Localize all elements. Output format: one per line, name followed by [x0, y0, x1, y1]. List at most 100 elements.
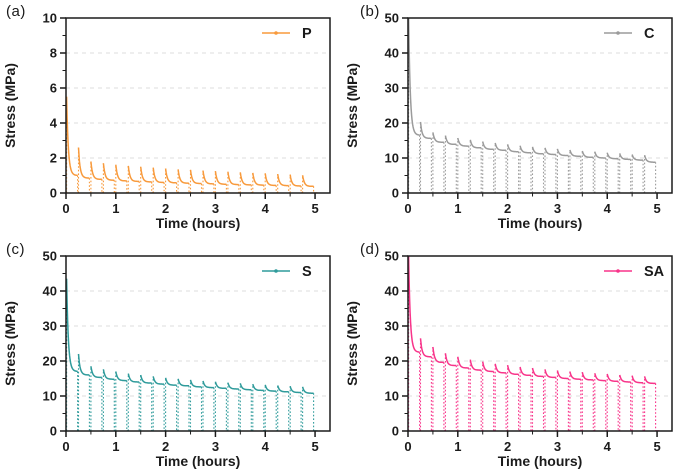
y-tick-label: 10	[43, 389, 57, 404]
x-tick-label: 4	[262, 201, 270, 216]
y-axis-label: Stress (MPa)	[2, 63, 18, 148]
x-tick-label: 0	[404, 201, 411, 216]
x-tick-label: 0	[62, 201, 69, 216]
x-tick-label: 5	[311, 201, 318, 216]
x-tick-label: 3	[554, 201, 561, 216]
series-vertical-segments	[66, 96, 315, 193]
x-tick-label: 5	[311, 439, 318, 454]
y-tick-label: 40	[385, 46, 399, 61]
gridlines	[408, 290, 672, 397]
x-tick-label: 3	[554, 439, 561, 454]
x-axis-label: Time (hours)	[156, 453, 241, 469]
gridlines	[66, 52, 330, 159]
x-tick-label: 5	[653, 201, 660, 216]
panel-c: (c) 0 1 2 3 4 5 0 10 20 30 40 50 Time (hours) Stress …	[0, 238, 342, 476]
y-tick-label: 8	[50, 46, 57, 61]
y-tick-label: 20	[385, 116, 399, 131]
x-tick-label: 3	[212, 201, 219, 216]
plot-frame	[65, 17, 331, 194]
x-axis-label: Time (hours)	[498, 453, 583, 469]
series-relaxation-curve	[408, 256, 660, 431]
legend-label: C	[644, 26, 655, 42]
x-axis-label: Time (hours)	[156, 215, 241, 231]
series-vertical-segments	[408, 256, 657, 431]
legend-marker	[616, 269, 620, 273]
legend-marker	[274, 31, 278, 35]
chart-a: 0 1 2 3 4 5 0 2 4 6 8 10 Time (hours) Stress (MPa) P	[2, 11, 331, 231]
series-S	[66, 278, 318, 431]
x-tick-label: 2	[162, 439, 169, 454]
y-tick-label: 40	[43, 284, 57, 299]
y-tick-label: 20	[385, 354, 399, 369]
legend-label: SA	[644, 264, 665, 280]
series-C	[408, 18, 660, 193]
y-tick-label: 10	[385, 151, 399, 166]
panel-d: (d) 0 1 2 3 4 5 0 10 20 30 40 50 Time (hours) Stress …	[342, 238, 685, 476]
y-tick-label: 10	[385, 389, 399, 404]
y-tick-label: 30	[385, 319, 399, 334]
y-tick-label: 6	[50, 81, 57, 96]
series-relaxation-curve	[408, 18, 660, 193]
x-tick-label: 1	[454, 439, 461, 454]
x-tick-label: 4	[604, 439, 612, 454]
legend: P	[262, 26, 312, 42]
gridlines	[408, 52, 672, 159]
panel-b: (b) 0 1 2 3 4 5 0 10 20 30 40 50 Time (hours) Stress …	[342, 0, 685, 238]
legend: C	[604, 26, 655, 42]
panel-label-b: (b)	[360, 3, 380, 20]
y-tick-label: 50	[385, 11, 399, 26]
y-tick-label: 20	[43, 354, 57, 369]
x-tick-label: 0	[404, 439, 411, 454]
legend: S	[262, 264, 312, 280]
y-tick-label: 30	[43, 319, 57, 334]
legend-marker	[616, 31, 620, 35]
x-tick-label: 5	[653, 439, 660, 454]
panel-label-a: (a)	[6, 3, 26, 20]
x-tick-label: 2	[504, 201, 511, 216]
x-tick-label: 3	[212, 439, 219, 454]
series-relaxation-curve	[66, 96, 318, 193]
series-vertical-segments	[66, 278, 315, 431]
x-axis-label: Time (hours)	[498, 215, 583, 231]
series-P	[66, 96, 318, 193]
x-tick-label: 1	[454, 201, 461, 216]
legend-label: P	[302, 26, 312, 42]
y-tick-label: 0	[50, 424, 57, 439]
y-tick-label: 0	[392, 424, 399, 439]
series-vertical-segments	[408, 18, 657, 193]
y-tick-label: 2	[50, 151, 57, 166]
x-tick-label: 1	[112, 201, 119, 216]
axes: 0 1 2 3 4 5 0 2 4 6 8 10	[43, 11, 319, 217]
y-axis-label: Stress (MPa)	[2, 301, 18, 386]
y-tick-label: 40	[385, 284, 399, 299]
panel-label-c: (c)	[6, 241, 25, 258]
y-tick-label: 0	[392, 186, 399, 201]
series-SA	[408, 256, 660, 431]
y-axis-label: Stress (MPa)	[344, 63, 360, 148]
x-tick-label: 4	[262, 439, 270, 454]
legend: SA	[604, 264, 665, 280]
y-tick-label: 30	[385, 81, 399, 96]
x-tick-label: 0	[62, 439, 69, 454]
y-tick-label: 4	[50, 116, 58, 131]
legend-marker	[274, 269, 278, 273]
legend-label: S	[302, 264, 312, 280]
x-tick-label: 4	[604, 201, 612, 216]
y-tick-label: 0	[50, 186, 57, 201]
x-tick-label: 2	[162, 201, 169, 216]
x-tick-label: 1	[112, 439, 119, 454]
y-tick-label: 10	[43, 11, 57, 26]
y-tick-label: 50	[43, 249, 57, 264]
x-tick-label: 2	[504, 439, 511, 454]
y-axis-label: Stress (MPa)	[344, 301, 360, 386]
panel-a: (a) 0 1 2 3 4 5 0 2 4 6 8 10 Time (hours) Stress (MPa…	[0, 0, 342, 238]
gridlines	[66, 290, 330, 397]
series-relaxation-curve	[66, 278, 318, 431]
